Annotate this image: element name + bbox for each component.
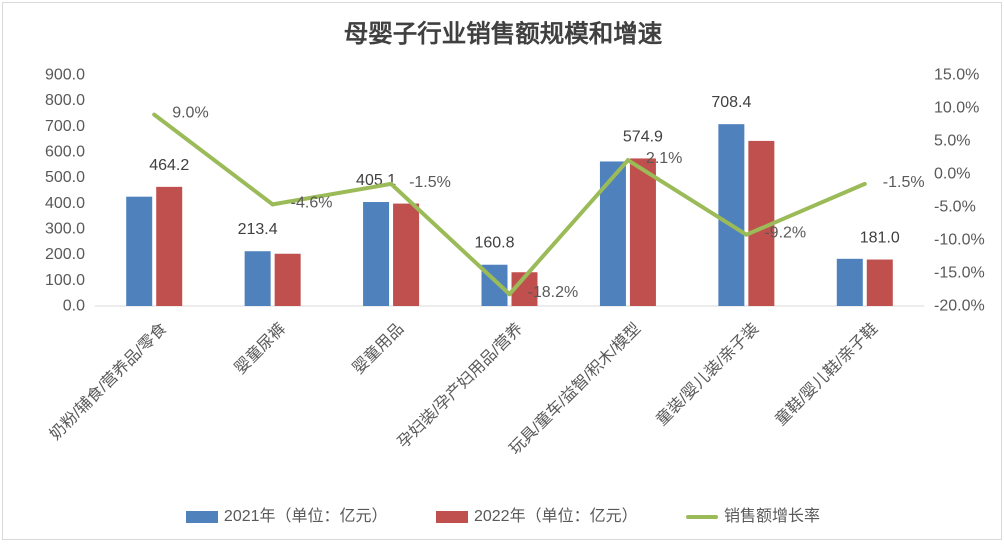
svg-text:181.0: 181.0	[860, 230, 900, 247]
svg-text:-1.5%: -1.5%	[883, 174, 925, 191]
svg-text:464.2: 464.2	[149, 157, 189, 174]
svg-text:-9.2%: -9.2%	[764, 225, 806, 242]
svg-text:213.4: 213.4	[238, 221, 278, 238]
svg-text:0.0%: 0.0%	[934, 166, 970, 183]
svg-text:100.0: 100.0	[45, 272, 85, 289]
svg-text:708.4: 708.4	[711, 94, 751, 111]
svg-text:2.1%: 2.1%	[646, 150, 682, 167]
svg-text:400.0: 400.0	[45, 195, 85, 212]
svg-text:600.0: 600.0	[45, 144, 85, 161]
svg-text:-4.6%: -4.6%	[291, 194, 333, 211]
svg-text:900.0: 900.0	[45, 67, 85, 84]
svg-text:-5.0%: -5.0%	[934, 199, 976, 216]
svg-text:500.0: 500.0	[45, 169, 85, 186]
svg-text:700.0: 700.0	[45, 118, 85, 135]
svg-text:5.0%: 5.0%	[934, 133, 970, 150]
svg-text:-15.0%: -15.0%	[934, 265, 985, 282]
svg-text:800.0: 800.0	[45, 92, 85, 109]
svg-text:-10.0%: -10.0%	[934, 232, 985, 249]
svg-text:0.0: 0.0	[63, 298, 85, 315]
svg-text:-18.2%: -18.2%	[528, 284, 579, 301]
svg-text:300.0: 300.0	[45, 221, 85, 238]
svg-text:15.0%: 15.0%	[934, 67, 979, 84]
svg-text:-20.0%: -20.0%	[934, 298, 985, 315]
svg-text:574.9: 574.9	[623, 128, 663, 145]
svg-text:160.8: 160.8	[474, 235, 514, 252]
svg-text:-1.5%: -1.5%	[409, 174, 451, 191]
svg-text:9.0%: 9.0%	[172, 105, 208, 122]
svg-text:10.0%: 10.0%	[934, 100, 979, 117]
svg-text:200.0: 200.0	[45, 246, 85, 263]
